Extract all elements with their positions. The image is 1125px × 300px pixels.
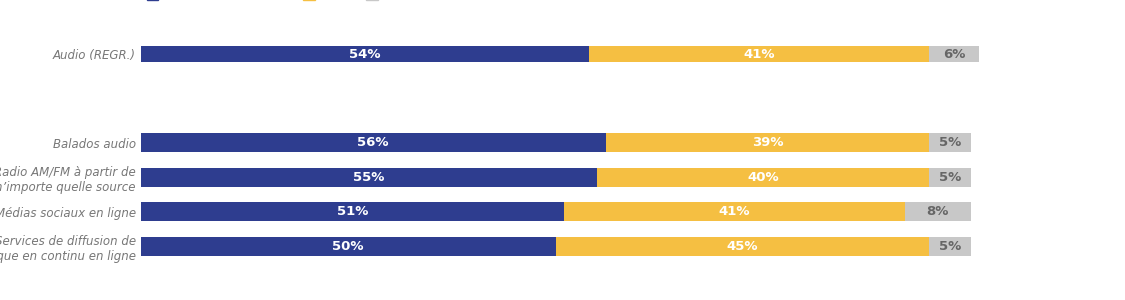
Text: 39%: 39%	[752, 136, 783, 149]
Bar	[929, 46, 979, 62]
Bar	[564, 202, 904, 221]
Text: 41%: 41%	[719, 205, 750, 218]
Bar	[556, 237, 929, 256]
Bar	[904, 202, 971, 221]
Text: 40%: 40%	[748, 171, 780, 184]
Bar	[141, 237, 556, 256]
Text: 45%: 45%	[727, 240, 758, 253]
Bar	[929, 168, 971, 187]
Bar	[141, 46, 590, 62]
Text: 55%: 55%	[353, 171, 385, 184]
Bar	[929, 237, 971, 256]
Bar	[141, 202, 564, 221]
Text: 5%: 5%	[939, 136, 962, 149]
Text: 50%: 50%	[333, 240, 364, 253]
Bar	[590, 46, 929, 62]
Bar	[605, 133, 929, 152]
Text: 5%: 5%	[939, 171, 962, 184]
Bar	[141, 168, 597, 187]
Bar	[141, 133, 605, 152]
Text: 8%: 8%	[927, 205, 950, 218]
Text: 6%: 6%	[943, 48, 965, 61]
Text: 51%: 51%	[336, 205, 368, 218]
Text: 5%: 5%	[939, 240, 962, 253]
Bar	[929, 133, 971, 152]
Bar	[597, 168, 929, 187]
Text: 54%: 54%	[349, 48, 380, 61]
Legend: 8 à 10 (SATISFAIT[E]), 4 à 7, 1 à 3 (INSATISFAIT[E]): 8 à 10 (SATISFAIT[E]), 4 à 7, 1 à 3 (INS…	[146, 0, 515, 2]
Text: 56%: 56%	[358, 136, 389, 149]
Text: 41%: 41%	[744, 48, 775, 61]
